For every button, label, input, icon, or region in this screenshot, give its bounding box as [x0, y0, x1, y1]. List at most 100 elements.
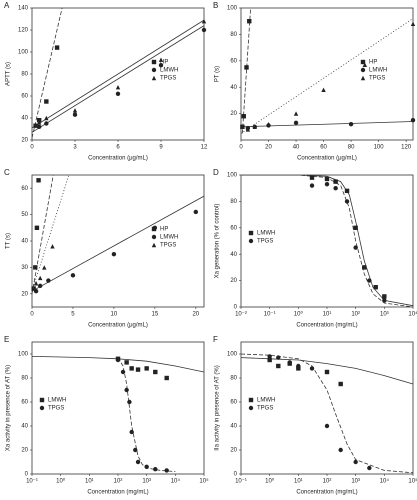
x-tick-label: 0 [30, 312, 34, 318]
marker [46, 278, 51, 283]
x-tick-label: 10² [114, 479, 123, 485]
x-axis-label: Concentration (μg/mL) [88, 323, 148, 329]
panel-label: B [213, 1, 218, 10]
marker [70, 273, 76, 278]
fit-line [32, 8, 63, 138]
marker [324, 176, 330, 182]
y-tick-label: 140 [18, 6, 29, 12]
y-tick-label: 80 [21, 376, 28, 382]
legend-marker [151, 67, 157, 73]
x-tick-label: 0 [239, 145, 243, 151]
x-tick-label: 60 [320, 145, 327, 151]
x-tick-label: 10¹ [85, 479, 94, 485]
x-axis-label: Concentration (mg/mL) [87, 490, 148, 496]
marker [344, 188, 350, 194]
panel: F Concentration (mg/mL) IIa activity in pr… [213, 335, 417, 495]
x-tick-label: 10⁴ [380, 478, 390, 485]
y-tick-label: 30 [21, 265, 28, 271]
marker [124, 387, 129, 393]
marker [201, 27, 207, 33]
marker [33, 123, 38, 128]
x-tick-label: 120 [401, 145, 412, 151]
legend-marker [248, 238, 254, 244]
x-tick-label: 10⁻¹ [264, 312, 276, 318]
y-tick-label: 100 [227, 173, 238, 179]
marker [36, 178, 41, 183]
marker [321, 87, 326, 93]
marker [54, 45, 60, 50]
marker [129, 366, 134, 371]
marker [44, 121, 49, 126]
marker [276, 355, 281, 360]
x-tick-label: 10² [323, 479, 332, 485]
y-tick-label: 20 [230, 278, 237, 284]
marker [382, 298, 387, 303]
marker [353, 225, 358, 230]
x-axis-label: Concentration (μg/mL) [88, 156, 148, 162]
x-tick-label: 80 [348, 145, 355, 151]
fit-line [32, 175, 54, 294]
marker [36, 124, 42, 129]
panel-label: F [213, 335, 218, 344]
fit-line [32, 195, 204, 292]
y-tick-label: 0 [25, 472, 29, 478]
x-tick-label: 20 [265, 145, 272, 151]
y-tick-label: 60 [21, 400, 28, 406]
legend-marker [360, 67, 366, 73]
y-tick-label: 60 [21, 186, 28, 192]
x-tick-label: 10¹ [323, 312, 332, 318]
y-tick-label: 20 [21, 291, 28, 297]
y-tick-label: 60 [230, 400, 237, 406]
legend-marker [360, 75, 366, 81]
marker [153, 467, 158, 472]
marker [244, 65, 249, 70]
marker [266, 121, 271, 127]
x-tick-label: 10⁰ [56, 478, 66, 485]
panel: A Concentration (μg/mL) APTT (s) 0 3 6 9 12 20 40… [4, 1, 208, 161]
x-tick-label: 3 [73, 145, 77, 151]
x-tick-label: 0 [30, 145, 34, 151]
x-tick-label: 10⁰ [294, 311, 304, 318]
x-tick-label: 20 [192, 312, 199, 318]
marker [144, 464, 149, 469]
panel: C Concentration (μg/mL) TT (s) 0 5 10 15 20 20 30… [4, 168, 205, 329]
marker [33, 288, 39, 294]
fit-line [241, 8, 252, 134]
legend-label: TPGS [257, 406, 273, 412]
marker [362, 62, 368, 67]
legend-label: LMWH [160, 235, 178, 241]
y-tick-label: 120 [18, 28, 29, 34]
legend-marker [248, 397, 254, 403]
x-tick-label: 10⁴ [408, 311, 417, 318]
marker [34, 225, 40, 230]
legend-label: TPGS [160, 243, 176, 249]
marker [410, 21, 416, 27]
marker [135, 367, 141, 372]
fit-line [241, 353, 413, 474]
x-tick-label: 10 [111, 312, 118, 318]
marker [252, 124, 257, 129]
panel-label: C [4, 168, 10, 177]
marker [410, 118, 416, 123]
marker [309, 183, 315, 188]
y-axis-label: PT (s) [215, 66, 221, 82]
marker [296, 366, 301, 371]
marker [72, 112, 78, 117]
marker [373, 285, 378, 290]
marker [333, 179, 338, 184]
fit-line [241, 18, 413, 134]
y-tick-label: 80 [230, 199, 237, 205]
y-tick-label: 40 [230, 252, 237, 258]
marker [324, 423, 330, 429]
marker [201, 19, 207, 24]
marker [144, 366, 149, 371]
marker [158, 57, 164, 62]
x-tick-label: 10⁻¹ [235, 479, 247, 485]
fit-line [32, 19, 204, 129]
marker [111, 252, 117, 257]
x-tick-label: 10⁴ [171, 478, 181, 485]
x-tick-label: 10³ [351, 479, 360, 485]
marker [309, 366, 315, 371]
legend-label: LMWH [48, 398, 66, 404]
y-axis-label: IIa activity in presence of AT (%) [215, 365, 221, 450]
